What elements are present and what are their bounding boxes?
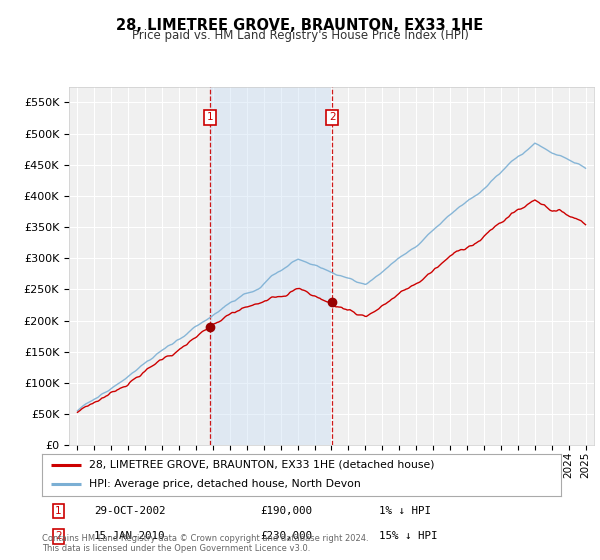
Text: 2: 2 xyxy=(55,531,62,542)
Text: Contains HM Land Registry data © Crown copyright and database right 2024.
This d: Contains HM Land Registry data © Crown c… xyxy=(42,534,368,553)
Text: £190,000: £190,000 xyxy=(260,506,312,516)
Text: £230,000: £230,000 xyxy=(260,531,312,542)
Text: 15% ↓ HPI: 15% ↓ HPI xyxy=(379,531,438,542)
Text: 28, LIMETREE GROVE, BRAUNTON, EX33 1HE (detached house): 28, LIMETREE GROVE, BRAUNTON, EX33 1HE (… xyxy=(89,460,434,470)
Text: Price paid vs. HM Land Registry's House Price Index (HPI): Price paid vs. HM Land Registry's House … xyxy=(131,29,469,42)
Text: HPI: Average price, detached house, North Devon: HPI: Average price, detached house, Nort… xyxy=(89,479,361,489)
Text: 2: 2 xyxy=(329,112,335,122)
Text: 15-JAN-2010: 15-JAN-2010 xyxy=(94,531,166,542)
Text: 29-OCT-2002: 29-OCT-2002 xyxy=(94,506,166,516)
Text: 1% ↓ HPI: 1% ↓ HPI xyxy=(379,506,431,516)
Text: 1: 1 xyxy=(207,112,214,122)
Text: 28, LIMETREE GROVE, BRAUNTON, EX33 1HE: 28, LIMETREE GROVE, BRAUNTON, EX33 1HE xyxy=(116,18,484,33)
Text: 1: 1 xyxy=(55,506,62,516)
